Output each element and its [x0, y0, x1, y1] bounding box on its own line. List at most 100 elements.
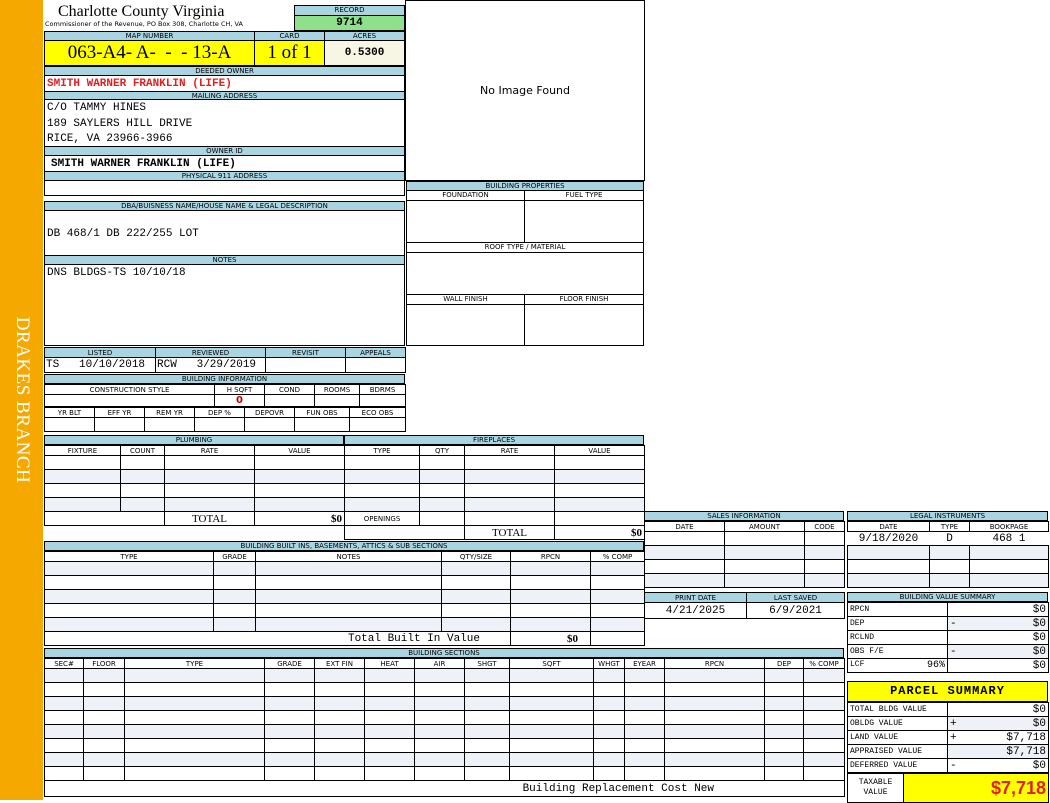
plumbing-cell: [44, 455, 121, 470]
sections-cell: [593, 766, 625, 781]
sections-cell: [624, 710, 665, 725]
bvs-label-text: RPCN: [850, 605, 870, 614]
instrument-cell: 468 1: [969, 531, 1049, 546]
sections-cell: [314, 696, 365, 711]
sales-row: [644, 559, 845, 574]
sections-cell: [764, 724, 804, 739]
sections-col-header: TYPE: [124, 658, 265, 669]
blank: [44, 511, 165, 526]
table: DATE TYPE BOOKPAGE 9/18/2020 D 468 1: [847, 521, 1049, 588]
instruments-row: [847, 573, 1049, 588]
plumbing-col-header: RATE: [164, 445, 255, 456]
sections-cell: [414, 738, 465, 753]
builtins-cell: [213, 603, 256, 618]
sections-cell: [314, 668, 365, 683]
sections-cell: [364, 752, 415, 767]
mailing-address: C/O TAMMY HINES 189 SAYLERS HILL DRIVE R…: [44, 99, 405, 147]
sections-cell: [44, 724, 84, 739]
bvs-value: $0: [947, 658, 1049, 673]
sections-cell: [314, 766, 365, 781]
builtins-cell: [255, 589, 442, 604]
fireplaces-col-header: QTY: [419, 445, 465, 456]
builtins-cell: [590, 603, 645, 618]
table: TOTAL BLDG VALUE $0 OBLDG VALUE + $0 LAND VAL…: [847, 702, 1049, 773]
review-col-header: LISTED: [44, 347, 156, 358]
builtins-cell: [44, 603, 214, 618]
sections-cell: [803, 696, 845, 711]
fireplaces-row: [344, 497, 645, 512]
plumbing-cell: [44, 483, 121, 498]
sections-cell: [364, 766, 415, 781]
building-info-value: [264, 394, 315, 407]
instruments-cell: [929, 559, 970, 574]
bvs-operator: -: [950, 617, 957, 630]
fireplaces-cell: [464, 483, 555, 498]
sections-cell: [124, 752, 265, 767]
sections-cell: [624, 766, 665, 781]
sections-col-header: SHGT: [464, 658, 510, 669]
fireplaces-cell: [554, 497, 645, 512]
parcel-summary-title: PARCEL SUMMARY: [847, 681, 1048, 702]
sections-cell: [44, 668, 84, 683]
sections-cell: [764, 682, 804, 697]
fireplaces-cell: [419, 511, 465, 526]
building-info-value: [314, 394, 360, 407]
summary-amount: $0: [1032, 759, 1046, 772]
taxable-value: $7,718: [903, 773, 1049, 803]
building-info-value: [244, 417, 295, 432]
no-image-text: No Image Found: [480, 84, 570, 97]
table: RPCN $0 DEP - $0 RCLND $0 OBS F/E - $0 LCF 96% $0: [847, 602, 1049, 673]
sections-cell: [593, 752, 625, 767]
review-value: [265, 357, 346, 373]
deeded-owner: SMITH WARNER FRANKLIN (LIFE): [44, 75, 405, 92]
plumbing-cell: [164, 469, 255, 484]
fireplaces-cell: [554, 483, 645, 498]
summary-row: LAND VALUE + $7,718: [847, 730, 1049, 745]
building-value-summary-title: BUILDING VALUE SUMMARY: [847, 592, 1048, 602]
sections-cell: [83, 724, 125, 739]
sections-cell: [464, 710, 510, 725]
bvs-label: OBS F/E: [847, 644, 948, 659]
building-info-value: [359, 394, 406, 407]
builtins-cell: [255, 603, 442, 618]
bvs-label-text: RCLND: [850, 633, 875, 642]
building-info-value: 0: [214, 394, 265, 407]
instruments-cell: [969, 573, 1049, 588]
sections-col-header: EXT FIN: [314, 658, 365, 669]
fireplaces-row: [344, 469, 645, 484]
bvs-amount: $0: [1032, 659, 1046, 672]
sections-cell: [264, 696, 315, 711]
sales-cell: [724, 545, 805, 560]
fireplaces-cell: [344, 469, 420, 484]
building-properties: BUILDING PROPERTIES FOUNDATION FUEL TYPE …: [406, 181, 644, 347]
summary-label-text: LAND VALUE: [850, 733, 899, 742]
summary-operator: +: [950, 717, 957, 730]
taxable-row: TAXABLE VALUE $7,718: [847, 773, 1049, 803]
plumbing-col-header: VALUE: [254, 445, 345, 456]
sections-cell: [664, 766, 765, 781]
bvs-row: RPCN $0: [847, 602, 1049, 617]
owner-id: SMITH WARNER FRANKLIN (LIFE): [44, 155, 405, 172]
builtins-col-header: NOTES: [255, 551, 442, 562]
builtins-cell: [213, 589, 256, 604]
sections-cell: [83, 682, 125, 697]
building-info-title: BUILDING INFORMATION: [44, 374, 405, 384]
sections-cell: [314, 738, 365, 753]
sections-cell: [803, 682, 845, 697]
sales-cell: [804, 559, 845, 574]
instruments-cell: [847, 573, 930, 588]
bvs-amount: $0: [1032, 617, 1046, 630]
sales-cell: [724, 573, 805, 588]
fireplaces-col-header: TYPE: [344, 445, 420, 456]
builtins-cell: [510, 603, 591, 618]
builtins-cell: [441, 603, 511, 618]
bvs-row: OBS F/E - $0: [847, 644, 1049, 659]
summary-label: DEFERRED VALUE: [847, 758, 948, 773]
sections-col-header: RPCN: [664, 658, 765, 669]
sections-cell: [83, 668, 125, 683]
dates-row: 4/21/2025 6/9/2021: [644, 602, 845, 619]
sections-cell: [764, 696, 804, 711]
sections-cell: [764, 738, 804, 753]
instruments-col-header: TYPE: [929, 521, 970, 532]
sections-cell: [124, 668, 265, 683]
